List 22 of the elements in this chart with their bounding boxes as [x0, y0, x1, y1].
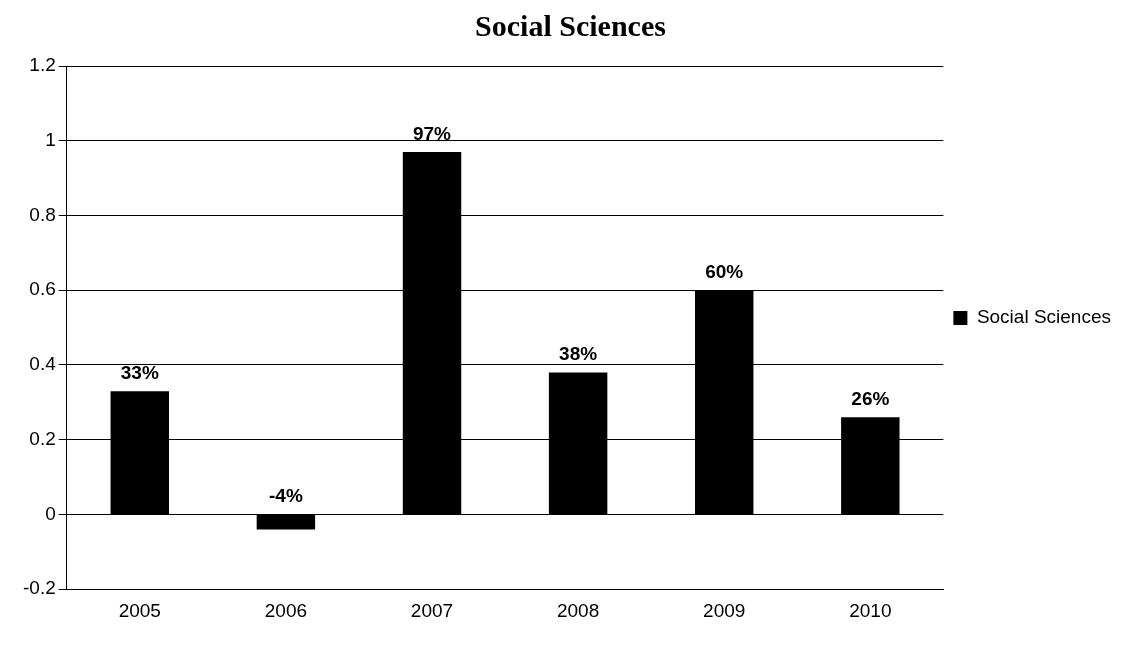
chart-title: Social Sciences	[475, 8, 666, 42]
y-tick-label: 0	[45, 502, 56, 524]
x-tick-label: 2005	[118, 599, 161, 621]
data-label: 26%	[851, 388, 890, 410]
y-tick-label: 1.2	[29, 54, 56, 76]
y-tick-label: 0.4	[29, 353, 57, 375]
data-label: 38%	[559, 343, 598, 365]
y-tick-label: 0.8	[29, 203, 56, 225]
y-tick-label: 1	[45, 128, 56, 150]
x-tick-label: 2009	[703, 599, 746, 621]
data-label: 60%	[705, 260, 744, 282]
x-tick-label: 2008	[556, 599, 600, 621]
x-tick-label: 2010	[849, 599, 892, 621]
data-label: 33%	[120, 361, 159, 383]
y-tick-label: 0.2	[29, 427, 56, 449]
legend-label: Social Sciences	[976, 306, 1111, 328]
x-tick-label: 2007	[410, 599, 454, 621]
y-tick-label: 0.6	[29, 278, 56, 300]
x-tick-label: 2006	[264, 599, 308, 621]
data-label: -4%	[269, 485, 303, 507]
data-label: 97%	[412, 122, 452, 144]
y-tick-label: -0.2	[22, 577, 56, 599]
